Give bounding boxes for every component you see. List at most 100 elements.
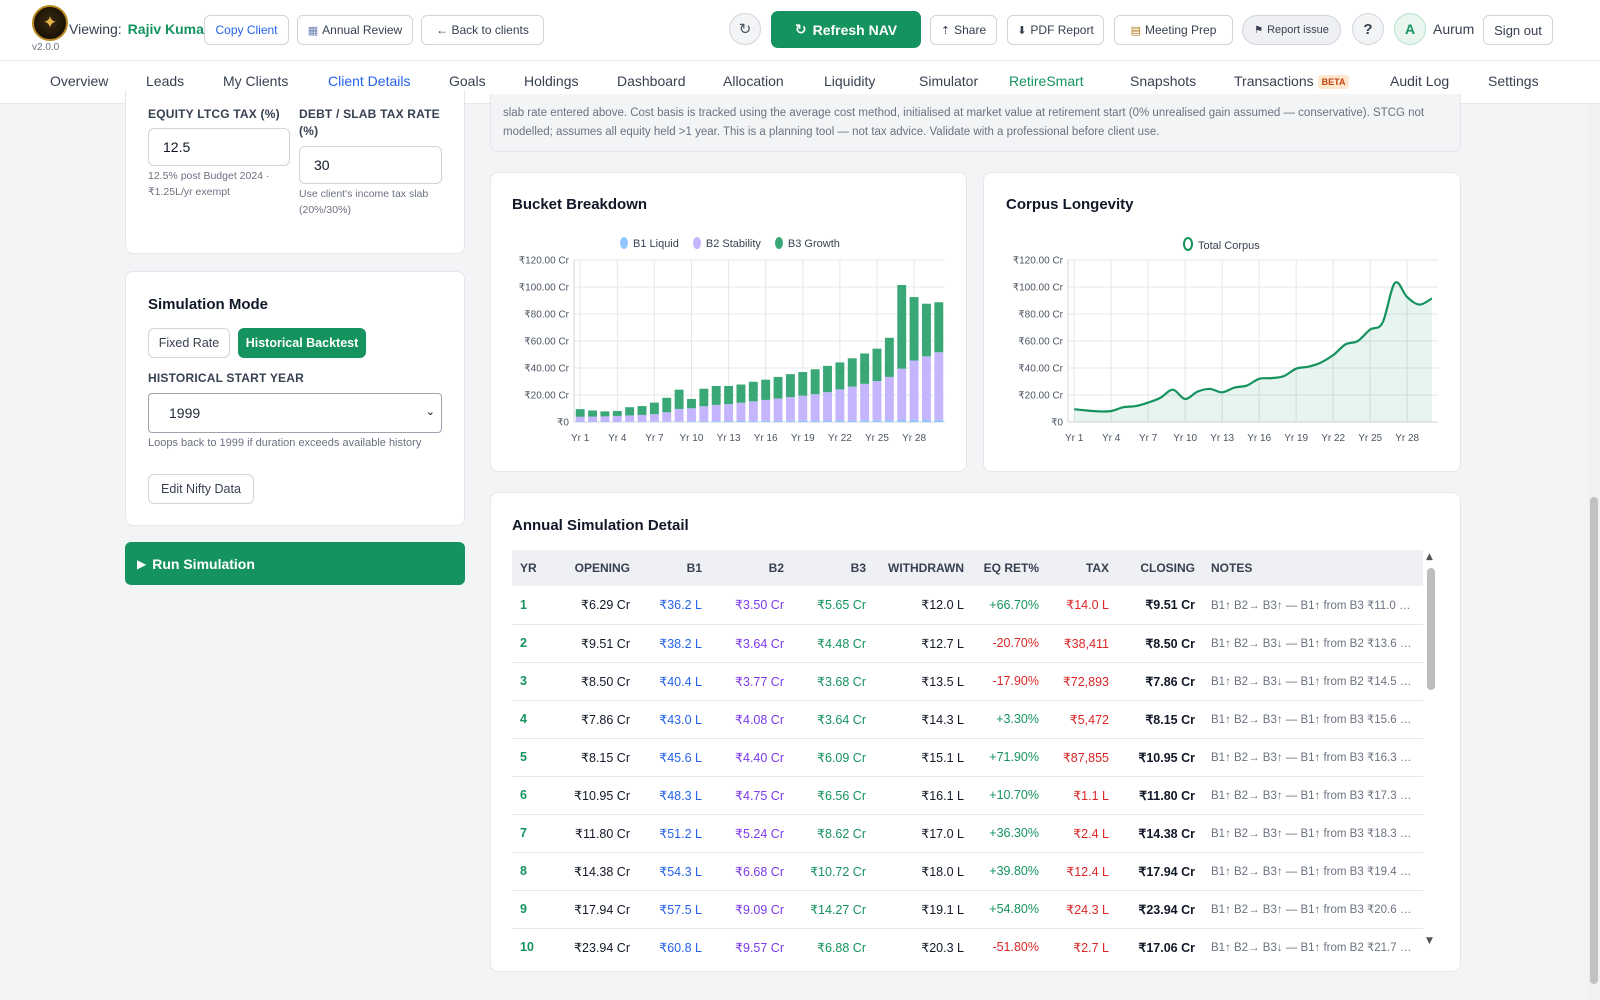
table-row[interactable]: 10 ₹23.94 Cr ₹60.8 L ₹9.57 Cr ₹6.88 Cr ₹20.3 … xyxy=(512,928,1423,952)
cell-b2: ₹4.08 Cr xyxy=(710,700,792,739)
sign-out-button[interactable]: Sign out xyxy=(1483,15,1553,45)
nav-leads[interactable]: Leads xyxy=(146,73,185,89)
meeting-prep-button[interactable]: ▤ Meeting Prep xyxy=(1114,15,1233,45)
cell-eq-ret: +71.90% xyxy=(972,738,1047,777)
x-tick-label: Yr 7 xyxy=(1139,433,1158,444)
page-scrollbar-thumb[interactable] xyxy=(1590,497,1598,984)
col-tax[interactable]: TAX xyxy=(1047,550,1117,586)
bar-b3-growth xyxy=(835,362,845,390)
historical-backtest-button[interactable]: Historical Backtest xyxy=(238,328,366,358)
tax-note-box xyxy=(490,94,1461,152)
cell-yr: 7 xyxy=(512,814,560,853)
col-b2[interactable]: B2 xyxy=(710,550,792,586)
cell-notes: B1↑ B2→ B3↑ — B1↑ from B3 ₹19.4 L ... xyxy=(1203,852,1423,891)
col-yr[interactable]: YR xyxy=(512,550,560,586)
table-row[interactable]: 3 ₹8.50 Cr ₹40.4 L ₹3.77 Cr ₹3.68 Cr ₹13.5 L-… xyxy=(512,662,1423,701)
nav-snapshots[interactable]: Snapshots xyxy=(1130,73,1197,89)
x-tick-label: Yr 19 xyxy=(791,433,815,444)
cell-eq-ret: -17.90% xyxy=(972,662,1047,701)
col-withdrawn[interactable]: WITHDRAWN xyxy=(874,550,972,586)
annual-detail-table-wrap[interactable]: YR OPENING B1 B2 B3 WITHDRAWN EQ RET% TA… xyxy=(512,550,1423,952)
col-b3[interactable]: B3 xyxy=(792,550,874,586)
nav-dashboard[interactable]: Dashboard xyxy=(617,73,686,89)
legend-b1[interactable]: B1 Liquid xyxy=(620,237,679,250)
nav-overview[interactable]: Overview xyxy=(50,73,109,89)
bar-b2-stability xyxy=(612,415,622,422)
nav-holdings[interactable]: Holdings xyxy=(524,73,579,89)
col-eq-ret[interactable]: EQ RET% xyxy=(972,550,1047,586)
bar-b1-liquid xyxy=(934,419,944,422)
table-row[interactable]: 9 ₹17.94 Cr ₹57.5 L ₹9.09 Cr ₹14.27 Cr ₹19.1 … xyxy=(512,890,1423,929)
avatar[interactable]: A xyxy=(1394,13,1426,45)
fixed-rate-button[interactable]: Fixed Rate xyxy=(148,328,230,358)
corpus-area xyxy=(1074,282,1432,422)
col-opening[interactable]: OPENING xyxy=(560,550,638,586)
x-tick-label: Yr 25 xyxy=(865,433,889,444)
ltcg-tax-input[interactable]: 12.5 xyxy=(148,128,290,166)
col-closing[interactable]: CLOSING xyxy=(1117,550,1203,586)
help-button[interactable]: ? xyxy=(1352,13,1384,45)
nav-my-clients[interactable]: My Clients xyxy=(223,73,289,89)
nav-liquidity[interactable]: Liquidity xyxy=(824,73,876,89)
y-tick-label: ₹40.00 Cr xyxy=(524,364,569,375)
flag-icon: ⚑ xyxy=(1254,24,1264,36)
cell-b2: ₹3.64 Cr xyxy=(710,624,792,663)
bar-b1-liquid xyxy=(699,421,709,422)
aurum-logo[interactable]: ✦ xyxy=(32,5,68,41)
refresh-nav-button[interactable]: ↻ Refresh NAV xyxy=(771,11,921,48)
cell-b2: ₹9.09 Cr xyxy=(710,890,792,929)
run-simulation-button[interactable]: ▶ Run Simulation xyxy=(125,542,465,585)
table-row[interactable]: 2 ₹9.51 Cr ₹38.2 L ₹3.64 Cr ₹4.48 Cr ₹12.7 L-… xyxy=(512,624,1423,663)
back-to-clients-button[interactable]: ← Back to clients xyxy=(421,15,544,45)
cell-yr: 6 xyxy=(512,776,560,815)
cell-withdrawn: ₹20.3 L xyxy=(874,928,972,952)
nav-transactions-label: Transactions xyxy=(1234,73,1314,89)
cell-withdrawn: ₹17.0 L xyxy=(874,814,972,853)
legend-b3[interactable]: B3 Growth xyxy=(774,237,840,250)
nav-allocation[interactable]: Allocation xyxy=(723,73,784,89)
table-row[interactable]: 6 ₹10.95 Cr ₹48.3 L ₹4.75 Cr ₹6.56 Cr ₹16.1 L… xyxy=(512,776,1423,815)
col-notes[interactable]: NOTES xyxy=(1203,550,1423,586)
refresh-icon[interactable]: ↻ xyxy=(729,13,761,45)
legend-b2[interactable]: B2 Stability xyxy=(692,237,761,250)
scroll-down-icon[interactable]: ▼ xyxy=(1426,936,1433,946)
x-tick-label: Yr 25 xyxy=(1358,433,1382,444)
x-tick-label: Yr 1 xyxy=(571,433,590,444)
annual-review-button[interactable]: ▦ Annual Review xyxy=(297,15,413,45)
table-row[interactable]: 5 ₹8.15 Cr ₹45.6 L ₹4.40 Cr ₹6.09 Cr ₹15.1 L +… xyxy=(512,738,1423,777)
bar-b1-liquid xyxy=(798,420,808,422)
nav-simulator[interactable]: Simulator xyxy=(919,73,979,89)
report-issue-button[interactable]: ⚑ Report issue xyxy=(1242,15,1341,45)
cell-b3: ₹14.27 Cr xyxy=(792,890,874,929)
nav-goals[interactable]: Goals xyxy=(449,73,486,89)
cell-b3: ₹8.62 Cr xyxy=(792,814,874,853)
table-row[interactable]: 1 ₹6.29 Cr ₹36.2 L ₹3.50 Cr ₹5.65 Cr ₹12.0 L +… xyxy=(512,586,1423,625)
x-tick-label: Yr 4 xyxy=(608,433,627,444)
cell-b3: ₹3.68 Cr xyxy=(792,662,874,701)
table-scrollbar-thumb[interactable] xyxy=(1427,568,1435,690)
legend-total-corpus[interactable]: Total Corpus xyxy=(1183,237,1260,252)
corpus-line xyxy=(1074,281,1433,413)
edit-nifty-data-button[interactable]: Edit Nifty Data xyxy=(148,474,254,504)
table-row[interactable]: 8 ₹14.38 Cr ₹54.3 L ₹6.68 Cr ₹10.72 Cr ₹18.0 … xyxy=(512,852,1423,891)
col-b1[interactable]: B1 xyxy=(638,550,710,586)
share-button[interactable]: ⇡ Share xyxy=(930,15,997,45)
client-name[interactable]: Rajiv Kumar xyxy=(127,21,210,37)
debt-tax-hint: Use client's income tax slab (20%/30%) xyxy=(299,188,429,216)
chevron-down-icon: ⌄ xyxy=(425,405,435,418)
bar-b3-growth xyxy=(711,385,721,405)
pdf-report-button[interactable]: ⬇ PDF Report xyxy=(1007,15,1104,45)
copy-client-button[interactable]: Copy Client xyxy=(204,15,289,45)
scroll-up-icon[interactable]: ▲ xyxy=(1426,552,1433,562)
nav-client-details[interactable]: Client Details xyxy=(328,73,411,89)
bar-b1-liquid xyxy=(884,420,894,422)
bar-b1-liquid xyxy=(785,420,795,422)
cell-withdrawn: ₹13.5 L xyxy=(874,662,972,701)
nav-transactions[interactable]: Transactions BETA xyxy=(1234,61,1350,104)
debt-tax-input[interactable]: 30 xyxy=(299,146,442,184)
table-row[interactable]: 7 ₹11.80 Cr ₹51.2 L ₹5.24 Cr ₹8.62 Cr ₹17.0 L… xyxy=(512,814,1423,853)
start-year-select[interactable]: 1999 ⌄ xyxy=(148,393,442,433)
nav-audit-log[interactable]: Audit Log xyxy=(1390,73,1450,89)
table-row[interactable]: 4 ₹7.86 Cr ₹43.0 L ₹4.08 Cr ₹3.64 Cr ₹14.3 L +… xyxy=(512,700,1423,739)
nav-settings[interactable]: Settings xyxy=(1488,73,1539,89)
